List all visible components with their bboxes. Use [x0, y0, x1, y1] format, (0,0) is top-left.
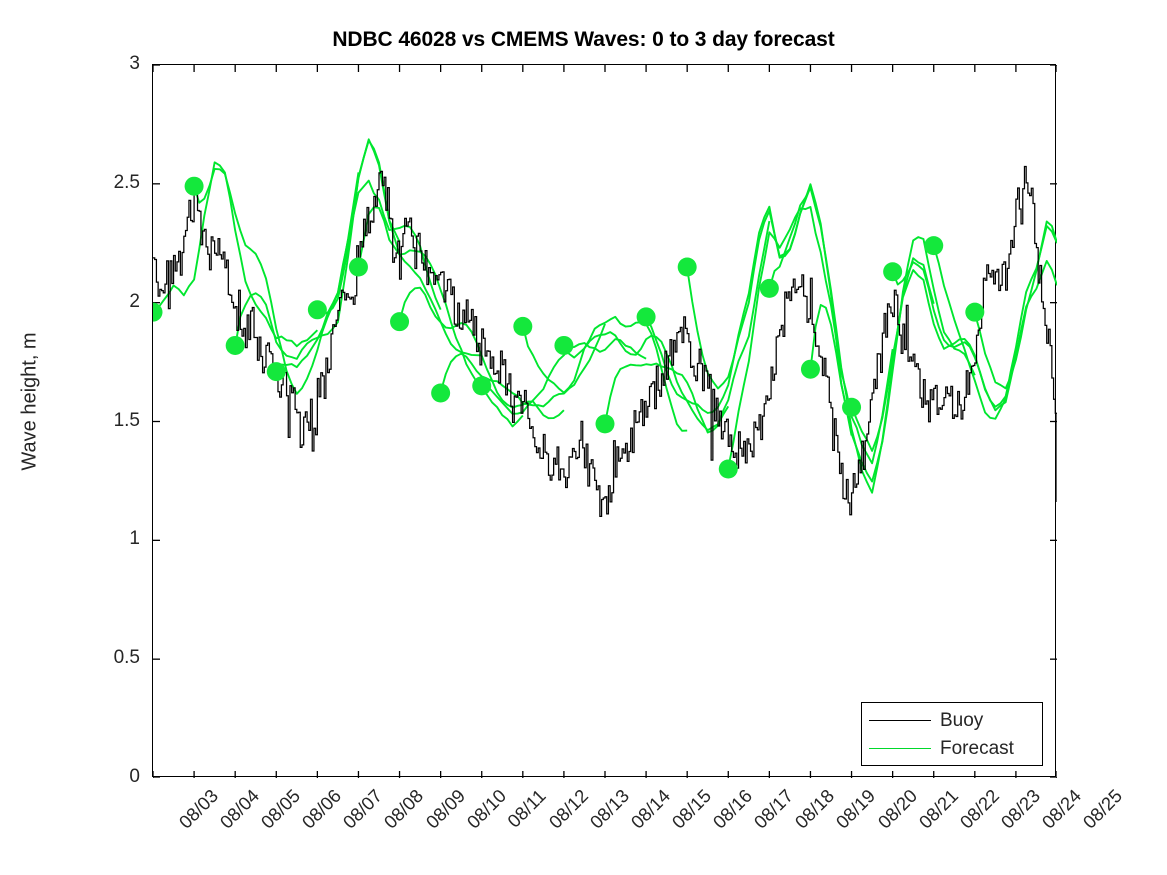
forecast-launch-marker [595, 414, 615, 434]
forecast-trace [153, 161, 319, 348]
forecast-trace [850, 269, 1017, 452]
legend-label-buoy: Buoy [940, 709, 984, 731]
forecast-launch-marker [472, 376, 492, 396]
forecast-launch-marker [636, 307, 656, 327]
forecast-launch-marker [184, 176, 204, 196]
forecast-launch-marker [883, 262, 903, 282]
forecast-trace [521, 315, 688, 432]
forecast-launch-marker [225, 335, 245, 355]
forecast-trace [973, 220, 1057, 390]
forecast-launch-marker [153, 302, 163, 322]
y-tick-label: 1 [129, 528, 140, 550]
forecast-launch-marker [348, 257, 368, 277]
legend-swatch-forecast [869, 747, 931, 749]
forecast-launch-marker [965, 302, 985, 322]
forecast-series-lines [153, 138, 1057, 494]
forecast-trace [809, 236, 976, 483]
forecast-launch-marker [431, 383, 451, 403]
forecast-trace [563, 331, 730, 432]
y-tick-label: 1.5 [113, 409, 140, 431]
forecast-trace [234, 138, 401, 360]
legend-swatch-buoy [869, 719, 931, 721]
chart-canvas [153, 65, 1057, 778]
y-tick-label: 0 [129, 766, 140, 787]
legend: Buoy Forecast [861, 702, 1043, 766]
forecast-launch-marker [513, 316, 533, 336]
forecast-trace [604, 220, 771, 434]
buoy-trace [153, 165, 1057, 517]
legend-item-forecast: Forecast [862, 734, 1042, 762]
forecast-launch-marker [759, 278, 779, 298]
forecast-launch-marker [266, 362, 286, 382]
forecast-trace [193, 167, 360, 395]
page-title: NDBC 46028 vs CMEMS Waves: 0 to 3 day fo… [332, 28, 835, 51]
forecast-trace [645, 186, 812, 414]
forecast-trace [275, 179, 442, 373]
plot-area [152, 64, 1057, 778]
legend-label-forecast: Forecast [940, 737, 1014, 759]
forecast-launch-marker [842, 397, 862, 417]
axis-tick-marks [153, 65, 1057, 778]
forecast-trace [439, 323, 606, 408]
y-tick-label: 2 [129, 290, 140, 312]
y-tick-label: 3 [129, 53, 140, 74]
forecast-launch-marker [554, 335, 574, 355]
buoy-series-line [153, 165, 1057, 517]
forecast-trace [727, 206, 894, 469]
legend-item-buoy: Buoy [862, 706, 1042, 734]
forecast-launch-marker [718, 459, 738, 479]
forecast-launch-markers [153, 176, 985, 479]
forecast-trace [357, 206, 524, 428]
forecast-launch-marker [307, 300, 327, 320]
forecast-launch-marker [390, 312, 410, 332]
y-tick-label: 2.5 [113, 171, 140, 193]
forecast-launch-marker [924, 236, 944, 256]
forecast-launch-marker [677, 257, 697, 277]
y-tick-label: 0.5 [113, 647, 140, 669]
forecast-launch-marker [800, 359, 820, 379]
